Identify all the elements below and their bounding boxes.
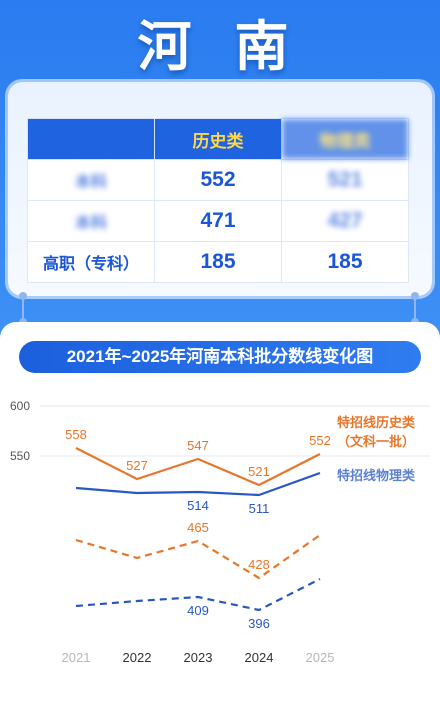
legend-history-sub: （文科一批）: [337, 434, 415, 449]
legend-physics: 特招线物理类: [337, 468, 416, 483]
history-score: 185: [154, 241, 282, 283]
data-label: 514: [187, 498, 209, 513]
series-line: [75, 534, 321, 580]
line-chart: 600 550 2021 2022 2023 2024 2025 558 527 547 521 55…: [10, 399, 430, 665]
data-label: 396: [248, 616, 270, 631]
row-label: 高职（专科）: [27, 241, 155, 283]
connector-right: [411, 292, 419, 326]
table-header-physics: 物理类: [281, 118, 409, 160]
score-table: 历史类 物理类 本科 552 521 本科 471 427 高职（专科） 185…: [27, 118, 409, 283]
table-header-row: 历史类 物理类: [27, 118, 409, 160]
y-tick-label: 550: [10, 449, 30, 463]
row-label: 本科: [27, 200, 155, 242]
x-tick-label: 2024: [245, 650, 274, 665]
data-label: 552: [309, 433, 331, 448]
chart-title: 2021年~2025年河南本科批分数线变化图: [19, 341, 421, 373]
data-label: 511: [249, 501, 270, 516]
table-header-empty: [27, 118, 155, 160]
y-tick-label: 600: [10, 399, 30, 413]
series-line: [75, 578, 321, 612]
table-row: 高职（专科） 185 185: [27, 241, 409, 283]
physics-score: 427: [281, 200, 409, 242]
series-line: [75, 447, 321, 487]
connector-left: [19, 292, 27, 326]
history-score: 552: [154, 159, 282, 201]
province-title: 河 南: [137, 17, 303, 77]
x-tick-label: 2023: [184, 650, 213, 665]
table-header-history: 历史类: [154, 118, 282, 160]
physics-score: 521: [281, 159, 409, 201]
data-label: 527: [126, 458, 148, 473]
x-tick-label: 2021: [62, 650, 91, 665]
data-label: 521: [248, 464, 270, 479]
table-row: 本科 552 521: [27, 159, 409, 201]
x-tick-label: 2022: [123, 650, 152, 665]
table-row: 本科 471 427: [27, 200, 409, 242]
data-label: 547: [187, 438, 209, 453]
x-tick-label: 2025: [306, 650, 335, 665]
data-label: 465: [187, 520, 209, 535]
history-score: 471: [154, 200, 282, 242]
data-label: 428: [248, 557, 270, 572]
physics-score: 185: [281, 241, 409, 283]
legend-history: 特招线历史类: [337, 415, 416, 430]
series-line: [75, 471, 321, 497]
row-label: 本科: [27, 159, 155, 201]
data-label: 558: [65, 427, 87, 442]
data-label: 409: [187, 603, 209, 618]
chart-panel: [0, 322, 440, 710]
